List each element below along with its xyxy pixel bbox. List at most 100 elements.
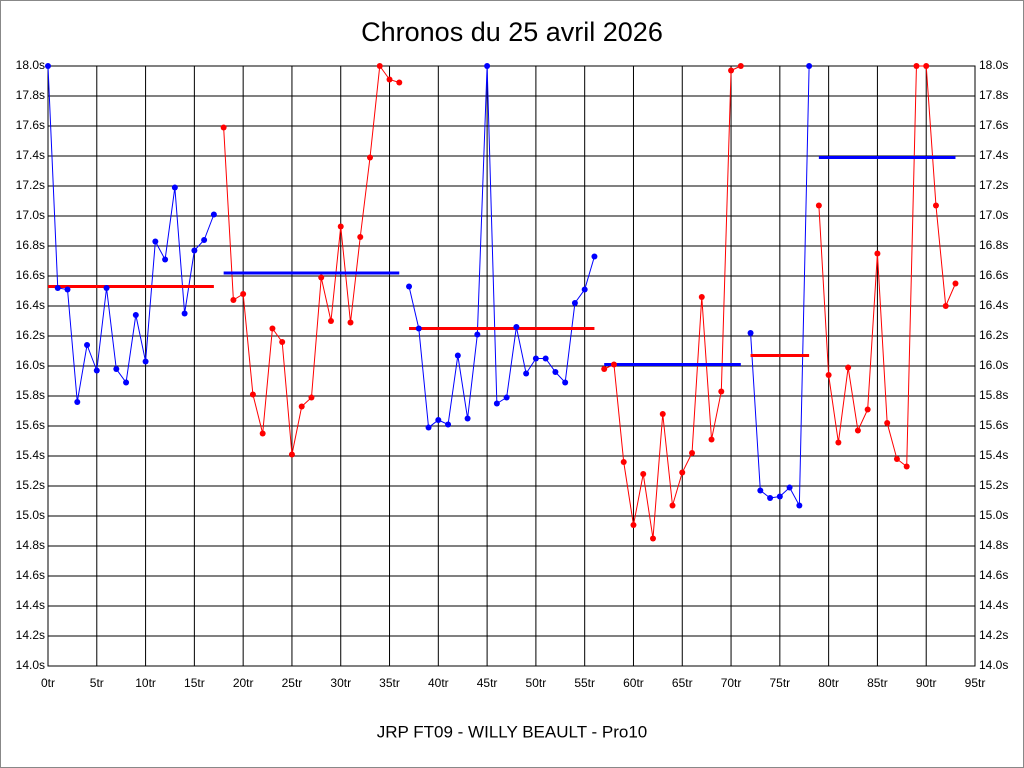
x-tick-label: 65tr (672, 676, 693, 690)
x-tick-label: 60tr (623, 676, 644, 690)
data-point (932, 202, 939, 209)
data-point (542, 355, 549, 362)
data-point (698, 294, 705, 300)
data-point (220, 124, 227, 131)
y-tick-label: 16.2s (16, 328, 45, 342)
data-point (835, 439, 842, 446)
data-point (425, 424, 432, 431)
y-tick-label-right: 16.2s (979, 328, 1008, 342)
y-tick-label: 14.8s (16, 538, 45, 552)
data-point (689, 450, 696, 456)
y-tick-label: 14.0s (16, 658, 45, 672)
x-tick-label: 10tr (135, 676, 156, 690)
y-tick-label-right: 17.0s (979, 208, 1008, 222)
x-tick-label: 70tr (721, 676, 742, 690)
data-point (123, 379, 130, 386)
x-tick-label: 25tr (282, 676, 303, 690)
x-tick-label: 15tr (184, 676, 205, 690)
data-point (601, 366, 608, 372)
y-tick-label: 17.6s (16, 118, 45, 132)
y-tick-label-right: 15.4s (979, 448, 1008, 462)
data-point (942, 303, 949, 309)
data-point (796, 502, 803, 509)
data-point (415, 325, 422, 332)
y-tick-label: 16.4s (16, 298, 45, 312)
data-point (523, 370, 530, 377)
y-tick-label: 15.6s (16, 418, 45, 432)
data-point (776, 493, 783, 500)
y-tick-label: 15.8s (16, 388, 45, 402)
data-point (327, 318, 334, 324)
y-tick-label: 14.2s (16, 628, 45, 642)
data-point (581, 286, 588, 293)
data-point (767, 495, 774, 501)
data-point (288, 451, 295, 458)
x-tick-label: 85tr (867, 676, 888, 690)
y-tick-label: 15.2s (16, 478, 45, 492)
data-point (376, 63, 383, 69)
data-point (669, 502, 676, 509)
y-tick-label-right: 16.6s (979, 268, 1008, 282)
y-tick-label-right: 15.0s (979, 508, 1008, 522)
x-axis-title: JRP FT09 - WILLY BEAULT - Pro10 (377, 722, 648, 741)
x-tick-label: 75tr (769, 676, 790, 690)
data-point (406, 283, 413, 290)
data-point (249, 391, 256, 398)
data-point (367, 154, 374, 161)
data-point (474, 331, 481, 338)
data-point (484, 63, 491, 69)
data-point (718, 388, 725, 395)
data-point (747, 330, 754, 336)
data-point (259, 430, 266, 437)
y-tick-label: 16.8s (16, 238, 45, 252)
data-point (181, 310, 188, 317)
data-point (191, 247, 198, 254)
data-point (445, 421, 452, 428)
data-point (113, 366, 120, 372)
x-tick-label: 0tr (41, 676, 55, 690)
x-tick-label: 90tr (916, 676, 937, 690)
data-point (269, 325, 276, 332)
data-point (757, 487, 764, 494)
data-point (532, 355, 539, 362)
data-point (318, 274, 325, 281)
data-point (903, 463, 910, 470)
data-point (874, 250, 881, 257)
data-point (103, 285, 110, 291)
x-tick-label: 55tr (574, 676, 595, 690)
y-tick-label-right: 16.8s (979, 238, 1008, 252)
data-point (630, 522, 637, 528)
x-tick-label: 80tr (818, 676, 839, 690)
data-point (240, 291, 247, 297)
x-tick-label: 20tr (233, 676, 254, 690)
y-tick-label: 16.0s (16, 358, 45, 372)
data-point (210, 211, 217, 218)
x-tick-label: 45tr (477, 676, 498, 690)
data-point (864, 406, 871, 413)
chart-title: Chronos du 25 avril 2026 (361, 17, 663, 47)
data-point (74, 399, 81, 405)
data-point (308, 394, 315, 401)
y-tick-label-right: 15.2s (979, 478, 1008, 492)
data-point (893, 456, 900, 462)
data-point (659, 411, 666, 417)
y-tick-label: 16.6s (16, 268, 45, 282)
y-tick-label: 14.4s (16, 598, 45, 612)
data-point (152, 238, 159, 245)
data-point (347, 319, 354, 326)
x-tick-label: 35tr (379, 676, 400, 690)
x-tick-label: 50tr (526, 676, 547, 690)
data-point (845, 364, 852, 371)
y-tick-label-right: 14.4s (979, 598, 1008, 612)
x-tick-label: 40tr (428, 676, 449, 690)
series-line (47, 65, 215, 403)
y-tick-label-right: 14.8s (979, 538, 1008, 552)
data-point (552, 369, 559, 375)
data-point (884, 420, 891, 426)
y-tick-label-right: 15.8s (979, 388, 1008, 402)
x-tick-label: 30tr (330, 676, 351, 690)
data-point (571, 300, 578, 306)
data-point (503, 394, 510, 401)
data-point (825, 372, 832, 378)
data-point (923, 63, 930, 69)
